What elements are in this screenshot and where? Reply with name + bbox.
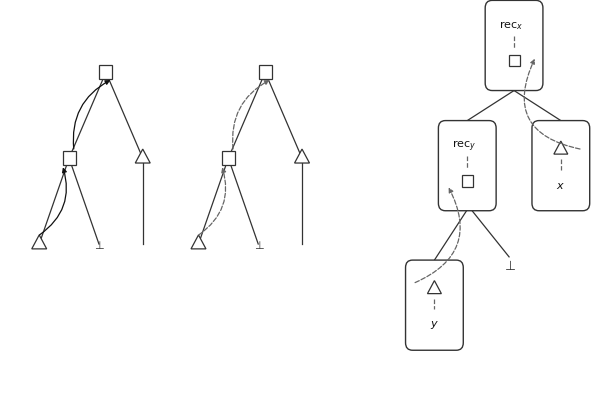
Text: $\bot$: $\bot$ — [92, 239, 105, 250]
Bar — [62, 152, 75, 166]
Text: $\bot$: $\bot$ — [252, 239, 264, 250]
Text: $y$: $y$ — [430, 319, 439, 331]
Text: rec$_x$: rec$_x$ — [499, 20, 523, 32]
FancyBboxPatch shape — [532, 121, 590, 211]
FancyBboxPatch shape — [485, 1, 543, 91]
Bar — [259, 66, 272, 80]
FancyArrowPatch shape — [233, 81, 269, 150]
FancyArrowPatch shape — [524, 61, 580, 150]
Bar — [462, 175, 472, 187]
Polygon shape — [294, 150, 310, 164]
FancyArrowPatch shape — [415, 189, 460, 283]
FancyArrowPatch shape — [73, 81, 109, 150]
Text: $\bot$: $\bot$ — [502, 259, 517, 273]
FancyBboxPatch shape — [438, 121, 496, 211]
FancyArrowPatch shape — [199, 169, 226, 235]
Bar — [222, 152, 235, 166]
Text: rec$_y$: rec$_y$ — [452, 138, 476, 154]
Polygon shape — [135, 150, 150, 164]
FancyBboxPatch shape — [406, 260, 463, 350]
Bar — [99, 66, 113, 80]
Text: $x$: $x$ — [556, 180, 565, 190]
FancyArrowPatch shape — [40, 169, 66, 235]
Polygon shape — [191, 235, 206, 249]
Bar — [509, 55, 520, 67]
Polygon shape — [427, 281, 441, 294]
Polygon shape — [32, 235, 47, 249]
Polygon shape — [554, 142, 568, 155]
